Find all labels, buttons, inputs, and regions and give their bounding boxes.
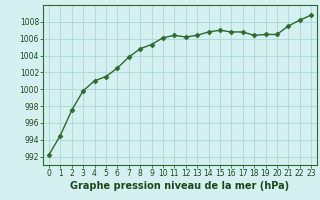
X-axis label: Graphe pression niveau de la mer (hPa): Graphe pression niveau de la mer (hPa) <box>70 181 290 191</box>
